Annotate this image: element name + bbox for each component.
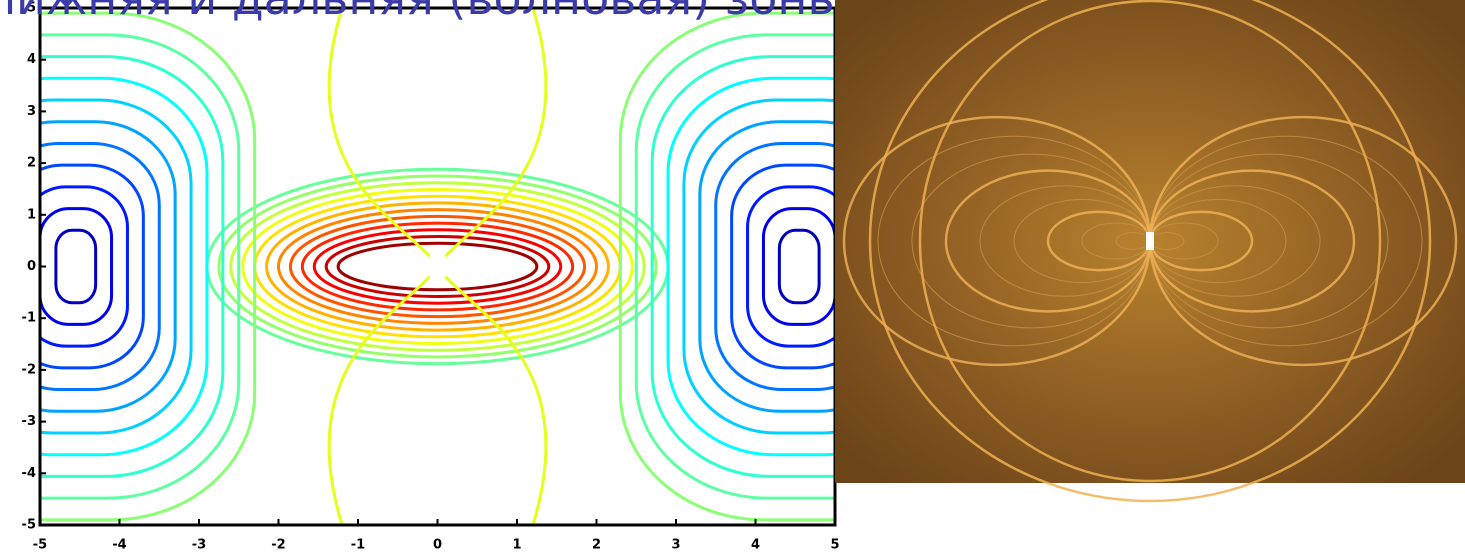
page: -5-4-3-2-1012345-5-4-3-2-1012345 Ближняя… <box>0 0 1465 557</box>
x-tick-label: -1 <box>351 538 365 553</box>
y-tick-label: 2 <box>27 156 36 171</box>
contour <box>326 237 549 297</box>
x-tick-label: 2 <box>592 538 601 553</box>
contour <box>779 230 819 302</box>
x-tick-label: -4 <box>112 538 126 553</box>
contour <box>207 169 668 363</box>
slide-title: Ближняя и дальняя (волновая) зоны <box>0 0 844 25</box>
y-tick-label: 0 <box>27 259 36 274</box>
contour <box>290 216 584 316</box>
contour-lines <box>0 8 978 525</box>
contour <box>338 243 537 290</box>
x-tick-label: -2 <box>271 538 285 553</box>
y-tick-label: -4 <box>22 466 36 481</box>
contour <box>56 230 96 302</box>
field-lines-image <box>835 0 1465 501</box>
x-tick-label: -3 <box>192 538 206 553</box>
x-tick-label: 3 <box>671 538 680 553</box>
y-tick-label: 3 <box>27 104 36 119</box>
contour <box>314 230 560 303</box>
contour <box>231 183 644 351</box>
contour <box>763 209 835 325</box>
x-tick-label: 0 <box>433 538 442 553</box>
y-tick-label: 4 <box>27 52 36 67</box>
y-tick-label: -3 <box>22 414 36 429</box>
x-tick-label: 5 <box>830 538 839 553</box>
y-tick-label: -1 <box>22 311 36 326</box>
y-tick-label: -2 <box>22 362 36 377</box>
source <box>1146 232 1154 250</box>
slide: -5-4-3-2-1012345-5-4-3-2-1012345 Ближняя… <box>0 0 1465 557</box>
contour <box>40 209 112 325</box>
y-tick-label: -5 <box>22 518 36 533</box>
x-tick-label: 1 <box>512 538 521 553</box>
x-tick-label: -5 <box>33 538 47 553</box>
contour <box>0 143 159 389</box>
x-tick-label: 4 <box>751 538 760 553</box>
y-tick-label: 1 <box>27 207 36 222</box>
